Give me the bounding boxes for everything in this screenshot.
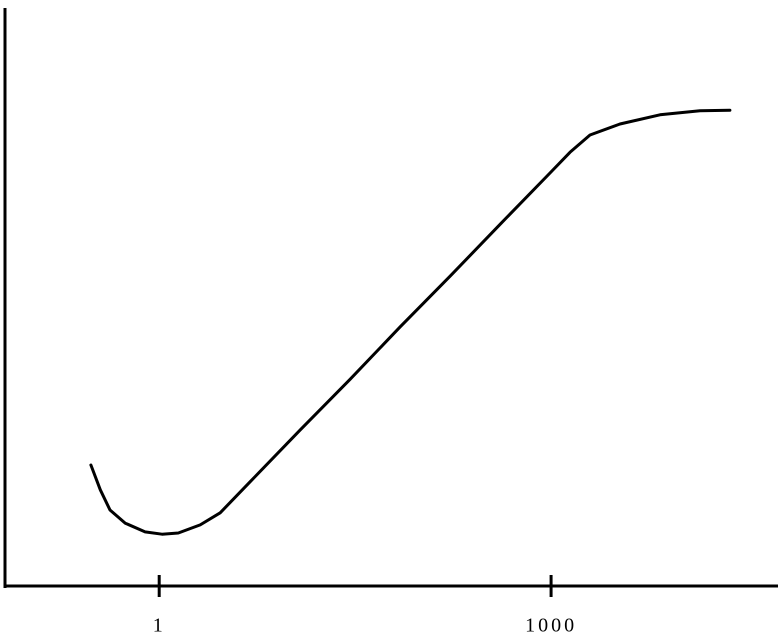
line (89, 108, 732, 536)
x-tick-label: 1 (153, 615, 166, 637)
x-tick-label: 1000 (525, 615, 577, 637)
